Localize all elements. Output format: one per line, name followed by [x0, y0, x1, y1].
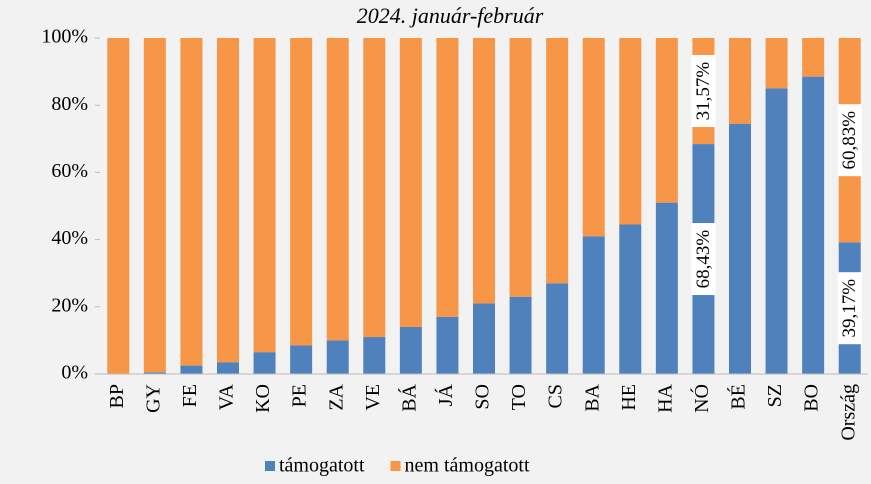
x-tick-label: HE — [618, 384, 640, 411]
legend-label: támogatott — [279, 455, 365, 477]
bar-segment — [326, 38, 349, 341]
bar-segment — [473, 38, 495, 304]
x-tick-label: BP — [106, 384, 128, 408]
bar-segment — [582, 236, 605, 374]
bar-segment — [546, 38, 569, 284]
bar-segment — [399, 38, 422, 327]
bar-segment — [582, 38, 605, 237]
bar-segment — [655, 38, 678, 203]
bar-segment — [729, 123, 751, 375]
x-tick-label: PE — [289, 384, 311, 407]
value-label: 60,83% — [839, 111, 860, 170]
x-tick-label: JÁ — [434, 383, 457, 406]
value-label: 68,43% — [693, 230, 714, 289]
x-tick-label: BÁ — [397, 383, 420, 411]
value-label-bg — [691, 223, 716, 296]
bar-segment — [509, 296, 532, 374]
bar-segment — [363, 337, 386, 374]
bar-segment — [290, 345, 313, 374]
x-tick-label: TO — [508, 384, 530, 410]
x-tick-label: HA — [654, 383, 676, 412]
x-tick-label: BÉ — [727, 384, 750, 410]
y-tick-label: 20% — [51, 294, 88, 316]
x-tick-label: BA — [581, 383, 603, 411]
x-tick-label: FE — [179, 384, 201, 407]
bar-segment — [143, 38, 166, 373]
legend-label: nem támogatott — [405, 455, 530, 477]
bar-segment — [765, 38, 788, 89]
legend-swatch — [265, 461, 275, 471]
x-tick-label: VE — [362, 384, 384, 411]
y-tick-label: 40% — [51, 227, 88, 249]
y-tick-label: 60% — [51, 160, 88, 182]
bar-segment — [619, 38, 642, 225]
y-tick-label: 80% — [51, 93, 88, 115]
value-label-group: 31,57% — [691, 55, 716, 128]
bar-segment — [729, 38, 751, 124]
bar-segment — [107, 38, 130, 374]
bar-segment — [655, 202, 678, 374]
bar-segment — [802, 38, 825, 77]
bar-segment — [253, 38, 276, 353]
x-tick-label: KO — [252, 384, 274, 413]
bar-segment — [143, 372, 166, 374]
y-tick-label: 0% — [61, 362, 88, 384]
bar-segment — [180, 38, 203, 366]
value-label-group: 60,83% — [837, 104, 862, 177]
bar-segment — [473, 303, 495, 374]
value-label: 39,17% — [839, 279, 860, 338]
x-tick-label: NÓ — [689, 384, 713, 413]
x-tick-label: GY — [142, 384, 164, 413]
bar-segment — [253, 352, 276, 374]
x-tick-label: VA — [216, 383, 238, 410]
value-label-group: 68,43% — [691, 223, 716, 296]
bar-segment — [217, 38, 239, 363]
bar-segment — [363, 38, 386, 338]
value-label-bg — [837, 272, 862, 345]
bar-segment — [802, 76, 825, 374]
bar-segment — [436, 38, 459, 317]
bar-segment — [619, 224, 642, 374]
value-label-group: 39,17% — [837, 272, 862, 345]
x-tick-label: SZ — [764, 384, 786, 407]
bar-segment — [399, 326, 422, 374]
chart-title: 2024. január-február — [357, 3, 544, 28]
x-tick-label: SO — [472, 384, 494, 410]
bar-segment — [436, 316, 459, 374]
y-tick-label: 100% — [41, 26, 88, 48]
x-tick-label: BO — [801, 384, 823, 412]
bar-segment — [546, 283, 569, 374]
x-tick-label: CS — [545, 384, 567, 408]
value-label: 31,57% — [693, 62, 714, 121]
bar-segment — [765, 88, 788, 375]
bar-segment — [326, 340, 349, 374]
value-label-bg — [837, 104, 862, 177]
bar-segment — [509, 38, 532, 297]
legend-swatch — [390, 461, 401, 471]
x-tick-label: ZA — [325, 383, 347, 410]
value-label-bg — [691, 55, 716, 128]
x-tick-label: Ország — [837, 384, 859, 441]
bar-segment — [290, 38, 313, 346]
bar-segment — [180, 365, 203, 374]
bar-segment — [217, 362, 239, 374]
